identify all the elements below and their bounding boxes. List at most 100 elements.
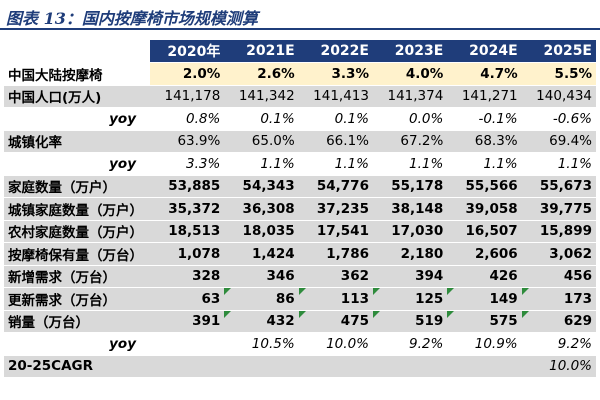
cell-text: 394: [415, 268, 444, 285]
cell-value: 140,434: [521, 85, 596, 108]
cell-text: 9.2%: [557, 335, 592, 352]
cell-text: 475: [340, 313, 369, 330]
cell-value: 4.0%: [372, 62, 448, 86]
table-row: 按摩椅保有量（万台） 1,078 1,424 1,786 2,180 2,606 3,062: [4, 242, 596, 266]
table-row: 中国大陆按摩椅 2.0% 2.6% 3.3% 4.0% 4.7% 5.5%: [4, 62, 596, 86]
cell-value: 475: [298, 310, 373, 333]
cell-text: 63: [201, 290, 221, 307]
cell-value: [224, 355, 299, 378]
cell-text: 3.3%: [331, 65, 369, 82]
cell-text: 4.7%: [480, 65, 518, 82]
row-label: 家庭数量（万户）: [4, 175, 150, 198]
cell-value: 37,235: [298, 197, 373, 221]
cell-text: 2.6%: [257, 65, 295, 82]
cell-value: 3.3%: [150, 152, 225, 176]
cell-text: 38,148: [391, 200, 444, 217]
table-body: 中国大陆按摩椅 2.0% 2.6% 3.3% 4.0% 4.7% 5.5% 中国人口(万人) 1…: [4, 62, 596, 378]
cell-text: 10.9%: [474, 335, 518, 352]
cell-text: 629: [563, 313, 592, 330]
row-label: 新增需求（万台）: [4, 265, 150, 288]
cell-value: 69.4%: [521, 130, 596, 153]
cell-text: 432: [266, 313, 295, 330]
cell-value: 55,673: [521, 175, 596, 198]
cell-text: 68.3%: [474, 133, 518, 150]
cell-text: 141,374: [387, 88, 444, 105]
cell-text: 15,899: [539, 223, 592, 240]
cell-value: 39,775: [521, 197, 596, 221]
cell-text: 18,513: [168, 223, 221, 240]
table-row: 城镇家庭数量（万户） 35,372 36,308 37,235 38,148 39,058…: [4, 197, 596, 221]
cell-value: 5.5%: [521, 62, 596, 86]
row-label: 按摩椅保有量（万台）: [4, 242, 150, 266]
cell-text: 1.1%: [260, 155, 295, 172]
cell-value: 9.2%: [521, 332, 596, 356]
cell-value: 55,178: [372, 175, 448, 198]
cell-value: 141,374: [372, 85, 448, 108]
cell-value: 39,058: [447, 197, 522, 221]
cell-text: 0.1%: [334, 110, 369, 127]
cell-text: 2.0%: [182, 65, 221, 82]
cell-text: 328: [192, 268, 221, 285]
cell-text: 10.0%: [549, 358, 592, 375]
cell-text: 37,235: [316, 200, 369, 217]
row-label: 20-25CAGR: [4, 355, 150, 378]
cell-value: 141,342: [224, 85, 299, 108]
cell-value: 17,541: [298, 220, 373, 243]
cell-text: 173: [563, 290, 592, 307]
cell-text: 3,062: [549, 245, 592, 262]
table-row: 城镇化率 63.9% 65.0% 66.1% 67.2% 68.3% 69.4%: [4, 130, 596, 153]
cell-text: 16,507: [465, 223, 518, 240]
cell-value: 113: [298, 287, 373, 311]
cell-text: 0.1%: [260, 110, 295, 127]
year-header: 2020年: [150, 40, 225, 63]
year-header: 2024E: [447, 40, 522, 63]
row-label: 农村家庭数量（万户）: [4, 220, 150, 243]
cell-value: 38,148: [372, 197, 448, 221]
cell-value: 362: [298, 265, 373, 288]
cell-text: 2,180: [400, 245, 444, 262]
cell-value: 10.0%: [521, 355, 596, 378]
cell-value: 0.1%: [298, 107, 373, 131]
cell-value: 65.0%: [224, 130, 299, 153]
row-label: 中国大陆按摩椅: [4, 62, 150, 86]
cell-text: 66.1%: [326, 133, 369, 150]
cell-value: 63.9%: [150, 130, 225, 153]
cell-text: 391: [192, 313, 221, 330]
cell-value: 328: [150, 265, 225, 288]
cell-text: 54,343: [242, 178, 295, 195]
cell-value: 18,035: [224, 220, 299, 243]
cell-value: 426: [447, 265, 522, 288]
cell-text: 1.1%: [483, 155, 518, 172]
cell-text: 67.2%: [400, 133, 444, 150]
cell-text: 55,178: [391, 178, 444, 195]
cell-text: 140,434: [536, 88, 592, 105]
cell-value: 346: [224, 265, 299, 288]
cell-value: 17,030: [372, 220, 448, 243]
cell-text: 141,413: [313, 88, 369, 105]
cell-text: 69.4%: [549, 133, 592, 150]
cell-text: 55,566: [465, 178, 518, 195]
cell-value: 1,078: [150, 242, 225, 266]
row-label: 城镇化率: [4, 130, 150, 153]
cell-text: 1,786: [326, 245, 369, 262]
cell-value: [372, 355, 448, 378]
cell-value: 18,513: [150, 220, 225, 243]
cell-value: 141,178: [150, 85, 225, 108]
cell-value: -0.6%: [521, 107, 596, 131]
cell-value: 67.2%: [372, 130, 448, 153]
cell-text: 9.2%: [409, 335, 444, 352]
cell-text: 4.0%: [405, 65, 444, 82]
table-row: 农村家庭数量（万户） 18,513 18,035 17,541 17,030 16,507…: [4, 220, 596, 243]
cell-value: 63: [150, 287, 225, 311]
cell-value: 1.1%: [298, 152, 373, 176]
green-triangle-icon: [521, 288, 529, 295]
cell-text: 2,606: [474, 245, 518, 262]
cell-value: 35,372: [150, 197, 225, 221]
cell-text: 426: [489, 268, 518, 285]
cell-text: 55,673: [539, 178, 592, 195]
cell-value: 0.0%: [372, 107, 448, 131]
cell-value: 173: [521, 287, 596, 311]
cell-text: 65.0%: [251, 133, 295, 150]
cell-value: 9.2%: [372, 332, 448, 356]
cell-text: 456: [563, 268, 592, 285]
